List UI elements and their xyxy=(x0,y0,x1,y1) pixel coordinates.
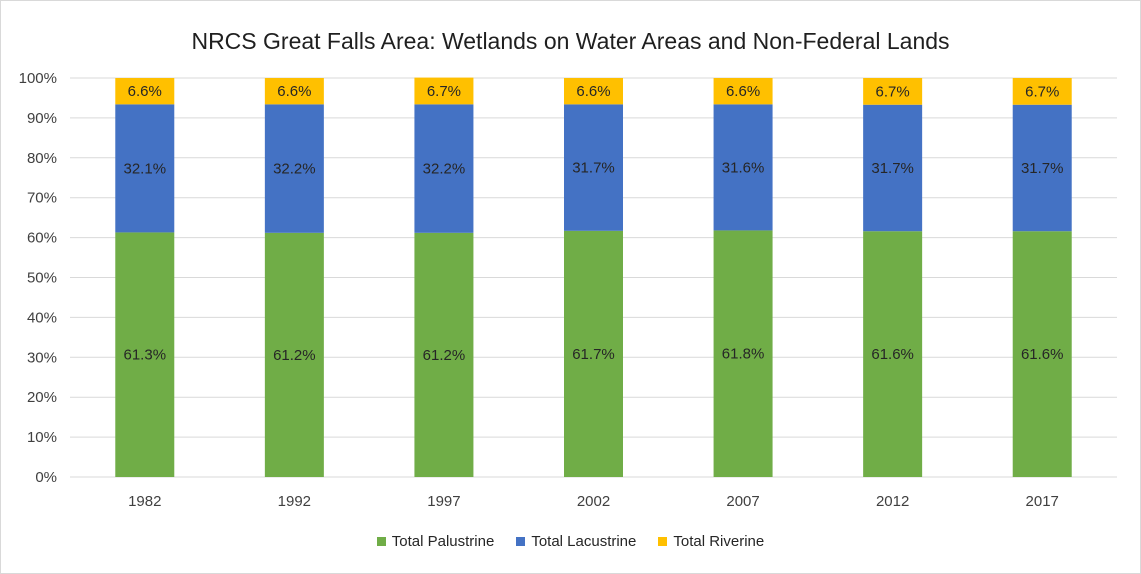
data-label: 61.7% xyxy=(572,346,615,363)
y-axis-ticks: 0% 10% 20% 30% 40% 50% 60% 70% 80% 90% 100% xyxy=(19,70,57,486)
data-labels: 61.3% 32.1% 6.6% 61.2% 32.2% 6.6% 61.2% 32.2% 6.… xyxy=(124,83,1064,364)
bar-segment xyxy=(863,104,923,232)
x-tick-label: 1992 xyxy=(278,493,311,510)
bar-segment xyxy=(1012,78,1072,105)
bar-segment xyxy=(414,77,474,105)
y-tick-label: 90% xyxy=(27,110,57,127)
data-label: 61.2% xyxy=(423,347,466,364)
y-tick-label: 60% xyxy=(27,230,57,247)
x-axis-ticks: 1982 1992 1997 2002 2007 2012 2017 xyxy=(128,493,1059,510)
data-label: 6.6% xyxy=(128,83,162,100)
bar-segment xyxy=(564,104,623,231)
data-label: 32.1% xyxy=(124,160,167,177)
bar-segment xyxy=(264,78,324,105)
data-label: 61.6% xyxy=(1021,346,1064,363)
legend-item: Total Riverine xyxy=(658,533,764,550)
bars xyxy=(115,77,1072,477)
y-tick-label: 70% xyxy=(27,190,57,207)
data-label: 31.7% xyxy=(1021,160,1064,177)
x-tick-label: 2012 xyxy=(876,493,909,510)
bar-segment xyxy=(264,104,324,233)
legend-swatch xyxy=(658,537,668,546)
x-tick-label: 1997 xyxy=(427,493,460,510)
data-label: 6.6% xyxy=(576,83,610,100)
bar-segment xyxy=(115,104,175,233)
legend-label: Total Riverine xyxy=(673,533,765,550)
x-tick-label: 2017 xyxy=(1026,493,1059,510)
bar-segment xyxy=(414,104,474,233)
data-label: 6.7% xyxy=(1025,83,1059,100)
bar-segment xyxy=(863,231,923,477)
data-label: 61.3% xyxy=(124,347,167,364)
y-tick-label: 50% xyxy=(27,270,57,287)
data-label: 31.7% xyxy=(572,160,615,177)
data-label: 32.2% xyxy=(273,161,316,178)
bar-segment xyxy=(863,78,923,105)
data-label: 6.6% xyxy=(726,83,760,100)
legend-item: Total Lacustrine xyxy=(516,533,636,550)
bar-segment xyxy=(115,232,175,477)
data-label: 31.6% xyxy=(722,159,765,176)
legend-label: Total Palustrine xyxy=(391,533,495,550)
x-tick-label: 2007 xyxy=(726,493,759,510)
bar-segment xyxy=(713,78,773,105)
bar-segment xyxy=(564,78,623,105)
x-tick-label: 2002 xyxy=(577,493,610,510)
data-label: 31.7% xyxy=(871,160,914,177)
y-tick-label: 30% xyxy=(27,349,57,366)
legend-swatch xyxy=(516,537,526,546)
x-tick-label: 1982 xyxy=(128,493,161,510)
bar-segment xyxy=(264,232,324,477)
y-tick-label: 80% xyxy=(27,150,57,167)
data-label: 61.6% xyxy=(871,346,914,363)
bar-segment xyxy=(713,104,773,231)
y-tick-label: 20% xyxy=(27,389,57,406)
y-tick-label: 40% xyxy=(27,309,57,326)
data-label: 61.8% xyxy=(722,346,765,363)
bar-segment xyxy=(1012,231,1072,477)
data-label: 32.2% xyxy=(423,161,466,178)
bar-segment xyxy=(564,230,623,477)
bar-segment xyxy=(1012,104,1072,232)
y-tick-label: 0% xyxy=(35,469,57,486)
legend-swatch xyxy=(376,537,386,546)
legend: Total Palustrine Total Lacustrine Total Ri… xyxy=(0,533,1141,550)
y-tick-label: 10% xyxy=(27,429,57,446)
data-label: 6.6% xyxy=(277,83,311,100)
legend-label: Total Lacustrine xyxy=(531,533,637,550)
data-label: 6.7% xyxy=(876,83,910,100)
data-label: 61.2% xyxy=(273,347,316,364)
legend-item: Total Palustrine xyxy=(376,533,495,550)
chart-title: NRCS Great Falls Area: Wetlands on Water… xyxy=(191,28,950,54)
bar-segment xyxy=(713,230,773,477)
bar-segment xyxy=(115,78,175,105)
bar-segment xyxy=(414,232,474,477)
y-tick-label: 100% xyxy=(19,70,57,87)
data-label: 6.7% xyxy=(427,83,461,100)
